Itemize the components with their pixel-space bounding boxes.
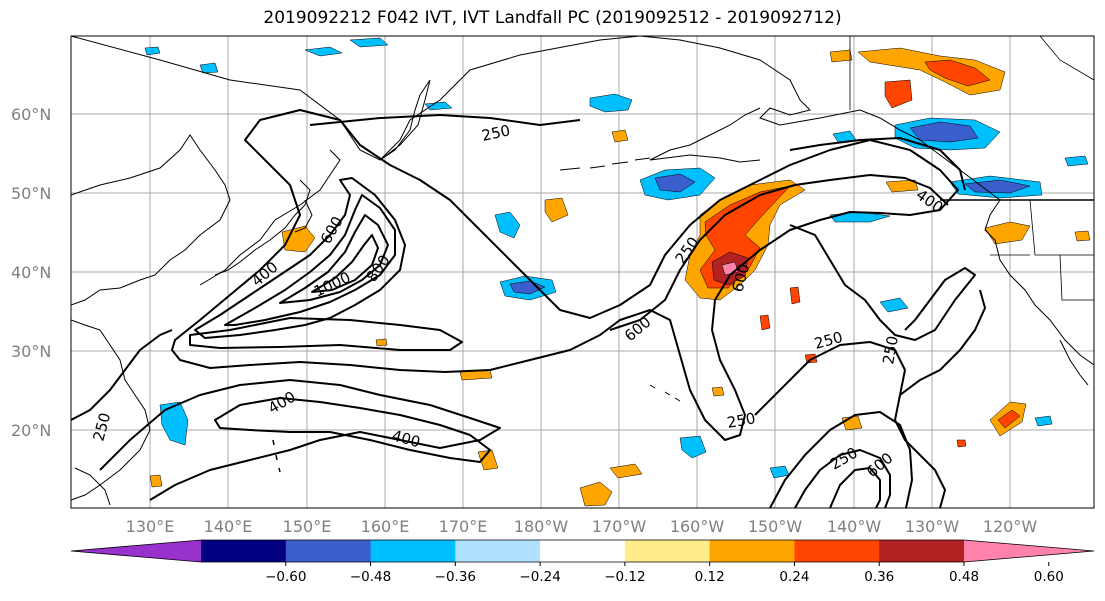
lat-label: 60°N — [11, 105, 51, 124]
colorbar-swatch — [709, 540, 795, 562]
lon-label: 130°E — [126, 517, 175, 536]
colorbar-tick-labels: −0.60 −0.48 −0.36 −0.24 −0.12 0.12 0.24 0.36 0.4… — [265, 562, 1064, 585]
map-frame — [70, 35, 1095, 509]
colorbar-extension-high — [964, 540, 1094, 562]
colorbar-extension-low — [71, 540, 201, 562]
colorbar-tick-label: 0.60 — [1034, 569, 1064, 585]
lon-label: 130°W — [905, 517, 960, 536]
lon-label: 160°E — [361, 517, 410, 536]
colorbar-tick-label: −0.12 — [604, 569, 645, 585]
colorbar-tick-label: 0.12 — [695, 569, 725, 585]
contour-label: 250 — [480, 121, 512, 145]
colorbar-swatch — [285, 540, 372, 562]
colorbar-tick-label: −0.24 — [519, 569, 560, 585]
colorbar-swatch — [624, 540, 711, 562]
lat-label: 20°N — [11, 421, 51, 440]
colorbar-swatch — [540, 540, 626, 562]
positive-anomaly-patches — [149, 47, 1091, 507]
lon-label: 140°E — [204, 517, 253, 536]
colorbar-swatch — [794, 540, 880, 562]
ivt-contours — [71, 109, 986, 508]
colorbar-swatch — [879, 540, 965, 562]
lon-label: 160°W — [670, 517, 725, 536]
lon-label: 170°E — [439, 517, 488, 536]
contour-label: 250 — [879, 334, 902, 365]
colorbar-swatch — [455, 540, 541, 562]
negative-anomaly-patches — [144, 37, 1089, 479]
lon-label: 150°E — [283, 517, 332, 536]
colorbar-swatch — [370, 540, 456, 562]
lon-label: 120°W — [983, 517, 1038, 536]
colorbar-swatch — [201, 540, 287, 562]
lon-label: 180°W — [514, 517, 569, 536]
figure-title: 2019092212 F042 IVT, IVT Landfall PC (20… — [263, 8, 842, 28]
longitude-labels: 130°E 140°E 150°E 160°E 170°E 180°W 170°W 160°W… — [126, 517, 1038, 536]
graticule — [71, 36, 1094, 508]
colorbar-tick-label: −0.48 — [350, 569, 391, 585]
colorbar-tick-label: 0.24 — [779, 569, 809, 585]
lon-label: 140°W — [827, 517, 882, 536]
lon-label: 150°W — [748, 517, 803, 536]
lat-label: 30°N — [11, 342, 51, 361]
lon-label: 170°W — [592, 517, 647, 536]
lat-label: 40°N — [11, 263, 51, 282]
colorbar — [70, 539, 1095, 563]
colorbar-tick-label: −0.36 — [435, 569, 476, 585]
lat-label: 50°N — [11, 184, 51, 203]
latitude-labels: 60°N 50°N 40°N 30°N 20°N — [11, 105, 51, 440]
colorbar-tick-label: 0.36 — [864, 569, 894, 585]
colorbar-tick-label: −0.60 — [265, 569, 306, 585]
coastlines — [71, 36, 1094, 506]
contour-label: 250 — [726, 409, 757, 432]
colorbar-outline — [70, 539, 1095, 563]
colorbar-tick-label: 0.48 — [949, 569, 979, 585]
